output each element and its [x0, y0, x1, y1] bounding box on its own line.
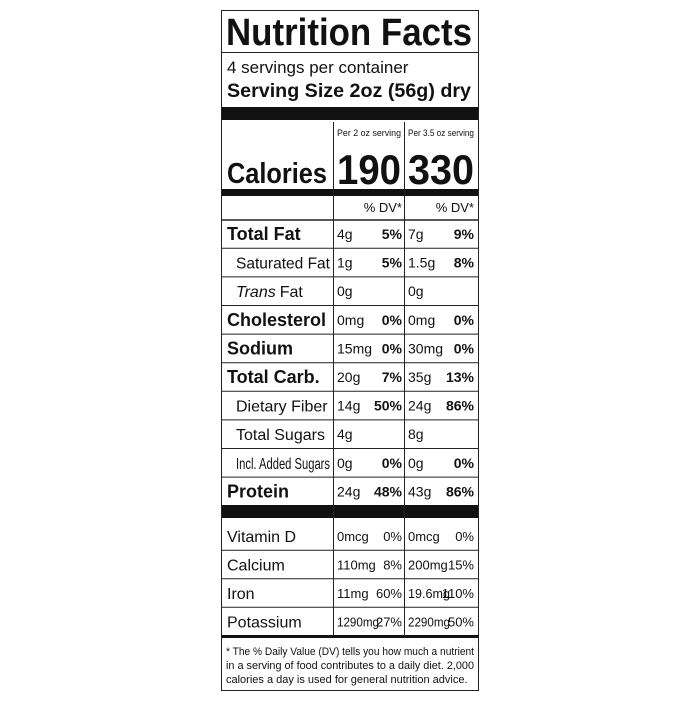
- daily-value: 13%: [446, 369, 475, 385]
- amount: 0g: [337, 455, 353, 471]
- vitamin-name: Vitamin D: [227, 529, 296, 546]
- daily-value: 15%: [448, 558, 474, 573]
- calories-value: 330: [408, 146, 474, 193]
- amount: 0g: [408, 283, 424, 299]
- amount: 1g: [337, 255, 353, 271]
- dv-header: % DV*: [364, 200, 402, 215]
- nutrient-name: Cholesterol: [227, 310, 326, 330]
- medium-bar: [222, 189, 478, 196]
- nutrient-name: Protein: [227, 481, 289, 501]
- column-header: Per 2 oz serving: [337, 128, 401, 138]
- amount: 0mcg: [337, 529, 369, 544]
- amount: 35g: [408, 369, 431, 385]
- nutrient-name: Total Carb.: [227, 367, 320, 387]
- daily-value: 0%: [454, 340, 475, 356]
- daily-value: 7%: [382, 369, 403, 385]
- amount: 14g: [337, 398, 360, 414]
- nutrient-name: Sodium: [227, 338, 293, 358]
- daily-value: 0%: [382, 340, 403, 356]
- amount: 0mg: [337, 312, 364, 328]
- amount: 2290mg: [408, 615, 450, 630]
- daily-value: 0%: [454, 312, 475, 328]
- amount: 15mg: [337, 340, 372, 356]
- daily-value: 48%: [374, 483, 403, 499]
- amount: 1.5g: [408, 255, 435, 271]
- amount: 200mg: [408, 558, 448, 573]
- daily-value: 0%: [383, 529, 402, 544]
- servings: 4 servings per container: [227, 58, 409, 77]
- amount: 43g: [408, 483, 431, 499]
- vitamin-name: Iron: [227, 586, 255, 603]
- amount: 19.6mg: [408, 586, 450, 601]
- daily-value: 27%: [376, 615, 402, 630]
- amount: 24g: [408, 398, 431, 414]
- nutrient-name: Dietary Fiber: [236, 399, 328, 416]
- label-title: Nutrition Facts: [226, 12, 472, 54]
- nutrient-name: Total Sugars: [236, 427, 325, 444]
- amount: 0g: [337, 283, 353, 299]
- amount: 0mg: [408, 312, 435, 328]
- amount: 0mcg: [408, 529, 440, 544]
- amount: 24g: [337, 483, 360, 499]
- amount: 4g: [337, 426, 353, 442]
- daily-value: 86%: [446, 398, 475, 414]
- medium-bar: [222, 635, 478, 638]
- daily-value: 5%: [382, 226, 403, 242]
- amount: 30mg: [408, 340, 443, 356]
- daily-value: 0%: [455, 529, 474, 544]
- calories-label: Calories: [227, 158, 327, 190]
- footnote: in a serving of food contributes to a da…: [226, 660, 474, 672]
- thick-bar: [222, 107, 478, 120]
- daily-value: 0%: [454, 455, 475, 471]
- daily-value: 86%: [446, 483, 475, 499]
- nutrient-name: Saturated Fat: [236, 256, 331, 273]
- daily-value: 9%: [454, 226, 475, 242]
- amount: 110mg: [337, 558, 376, 573]
- amount: 8g: [408, 426, 424, 442]
- vitamin-name: Potassium: [227, 615, 302, 632]
- daily-value: 0%: [382, 455, 403, 471]
- daily-value: 0%: [382, 312, 403, 328]
- label-border: [221, 10, 479, 691]
- nutrient-name: Trans: [236, 284, 276, 301]
- amount: 4g: [337, 226, 353, 242]
- nutrient-name: Incl. Added Sugars: [236, 456, 330, 473]
- daily-value: 5%: [382, 255, 403, 271]
- column-header: Per 3.5 oz serving: [408, 128, 474, 138]
- daily-value: 110%: [442, 586, 475, 601]
- nutrient-name: Fat: [280, 284, 304, 301]
- amount: 1290mg: [337, 615, 379, 630]
- amount: 11mg: [337, 586, 369, 601]
- daily-value: 50%: [374, 398, 403, 414]
- vitamin-name: Calcium: [227, 558, 285, 575]
- daily-value: 8%: [454, 255, 475, 271]
- thick-bar: [222, 505, 478, 518]
- amount: 0g: [408, 455, 424, 471]
- footnote: * The % Daily Value (DV) tells you how m…: [226, 646, 474, 658]
- serving-size: Serving Size 2oz (56g) dry: [227, 81, 471, 102]
- amount: 7g: [408, 226, 424, 242]
- daily-value: 8%: [383, 558, 402, 573]
- footnote: calories a day is used for general nutri…: [226, 674, 468, 686]
- dv-header: % DV*: [436, 200, 474, 215]
- calories-value: 190: [337, 146, 401, 193]
- daily-value: 60%: [376, 586, 402, 601]
- nutrient-name: Total Fat: [227, 224, 301, 244]
- amount: 20g: [337, 369, 360, 385]
- daily-value: 50%: [448, 615, 474, 630]
